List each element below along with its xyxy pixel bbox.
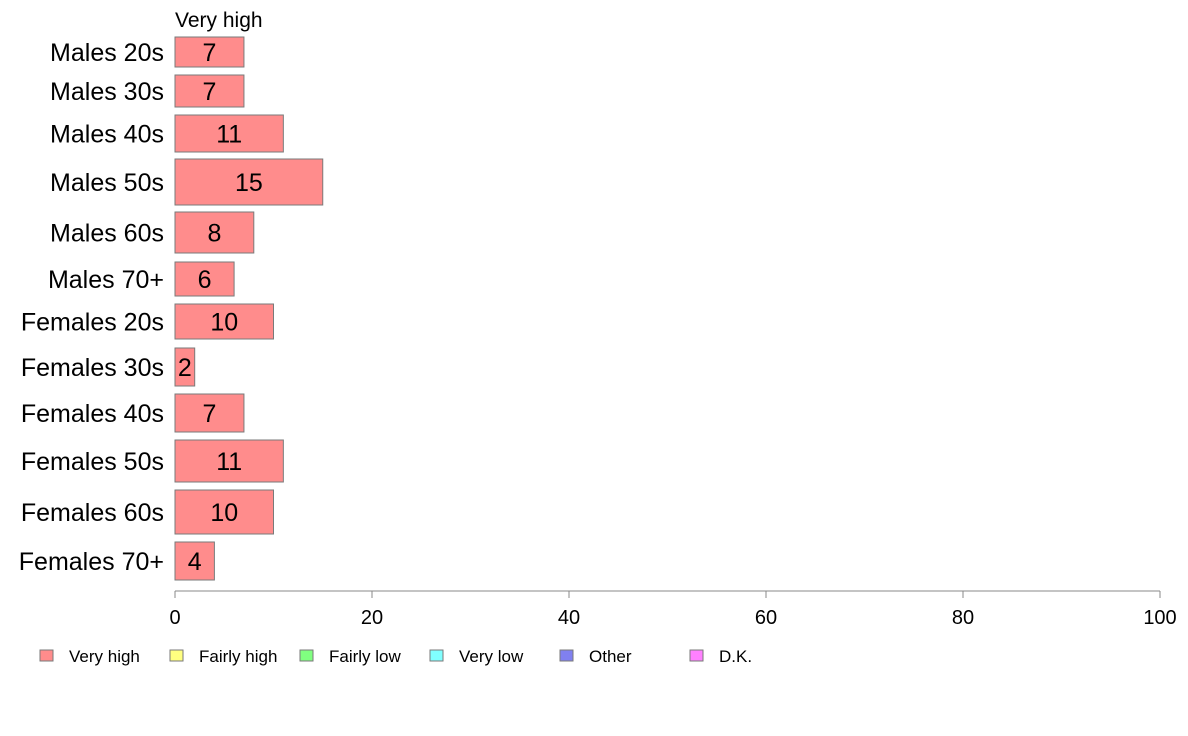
bar-value-label: 15 [235,169,263,197]
category-label: Males 70+ [48,266,164,294]
x-tick-label: 100 [1143,607,1176,629]
legend-label: Fairly low [329,647,402,666]
bar-value-label: 11 [216,448,242,476]
category-label: Males 40s [50,121,164,149]
legend-swatch [299,649,314,662]
legend-label: Fairly high [199,647,277,666]
bar [174,36,245,68]
bar-value-label: 10 [210,499,238,527]
bar [174,211,255,254]
bar [174,439,284,483]
bar [174,541,215,581]
category-label: Females 60s [21,499,164,527]
x-tick-label: 40 [558,607,580,629]
legend: Very high Fairly high Fairly low Very low Ot… [39,647,752,666]
bar [174,303,274,340]
x-tick-label: 60 [755,607,777,629]
legend-swatch [429,649,444,662]
category-label: Males 30s [50,78,164,106]
legend-label: Very low [459,647,524,666]
bar [174,489,274,535]
legend-swatch [559,649,574,662]
x-tick-label: 20 [361,607,383,629]
bar-value-label: 2 [178,354,192,382]
series-title: Very high [175,9,263,32]
bar-value-label: 7 [203,39,217,67]
x-tick-label: 80 [952,607,974,629]
category-label: Females 50s [21,448,164,476]
legend-label: Very high [69,647,140,666]
bar [174,158,324,206]
category-label: Females 20s [21,309,164,337]
bar [174,74,245,108]
bar [174,347,196,387]
bar-value-label: 8 [207,220,221,248]
category-label: Males 60s [50,220,164,248]
category-label: Males 20s [50,39,164,67]
bar [174,393,245,433]
category-label: Females 30s [21,354,164,382]
legend-label: D.K. [719,647,752,666]
bar-value-label: 10 [210,309,238,337]
category-label: Females 40s [21,400,164,428]
legend-swatch [39,649,54,662]
bar-value-label: 4 [188,548,202,576]
bar-value-label: 11 [216,121,242,149]
bars-group: Males 20s 7 Males 30s 7 Males 40s 11 Males 50s… [19,36,324,581]
legend-swatch [169,649,184,662]
category-label: Females 70+ [19,548,164,576]
bar-value-label: 7 [203,78,217,106]
legend-swatch [689,649,704,662]
legend-label: Other [589,647,632,666]
bar [174,261,235,297]
x-tick-label: 0 [169,607,180,629]
bar-value-label: 7 [203,400,217,428]
bar-value-label: 6 [198,266,212,294]
category-label: Males 50s [50,169,164,197]
bar [174,114,284,153]
x-axis: 0 20 40 60 80 100 [169,590,1177,629]
